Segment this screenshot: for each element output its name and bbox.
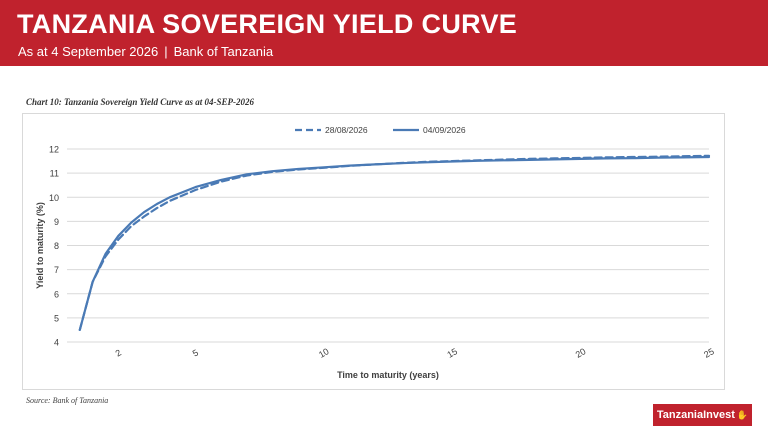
x-axis-title: Time to maturity (years): [337, 370, 439, 380]
subtitle-separator: |: [164, 44, 168, 59]
y-tick-label: 9: [54, 217, 59, 227]
brand-logo: TanzaniaInvest ✋: [653, 404, 752, 426]
y-tick-label: 8: [54, 241, 59, 251]
chart-frame: 4 5 6 7 8 9 10 11 12 2 5 10 15 20 25 Time to maturity (…: [22, 113, 725, 390]
x-tick-label: 15: [445, 346, 459, 360]
hand-mark-icon: ✋: [736, 409, 749, 420]
x-tick-label: 20: [574, 346, 588, 360]
y-tick-label: 6: [54, 289, 59, 299]
as-at-date: As at 4 September 2026: [18, 44, 159, 59]
y-tick-label: 5: [54, 313, 59, 323]
x-tick-label: 25: [702, 346, 716, 360]
y-tick-label: 7: [54, 265, 59, 275]
page-title: TANZANIA SOVEREIGN YIELD CURVE: [17, 9, 518, 39]
source-note: Source: Bank of Tanzania: [26, 396, 109, 405]
legend-label: 04/09/2026: [423, 125, 466, 135]
y-tick-label: 12: [49, 145, 59, 155]
y-tick-label: 10: [49, 193, 59, 203]
logo-text: TanzaniaInvest: [656, 409, 735, 421]
page-subtitle: As at 4 September 2026 | Bank of Tanzania: [18, 44, 273, 59]
header-banner: TANZANIA SOVEREIGN YIELD CURVE As at 4 S…: [0, 0, 768, 66]
y-tick-label: 4: [54, 338, 59, 348]
series-line-1: [78, 154, 711, 331]
header-source: Bank of Tanzania: [173, 44, 274, 59]
series-line-2: [78, 155, 711, 331]
y-tick-label: 11: [50, 169, 59, 179]
y-axis-title: Yield to maturity (%): [35, 202, 45, 289]
x-tick-label: 5: [191, 347, 200, 358]
legend-label: 28/08/2026: [325, 125, 368, 135]
x-tick-label: 2: [114, 347, 123, 358]
x-tick-label: 10: [317, 346, 331, 360]
chart-caption: Chart 10: Tanzania Sovereign Yield Curve…: [26, 97, 255, 107]
